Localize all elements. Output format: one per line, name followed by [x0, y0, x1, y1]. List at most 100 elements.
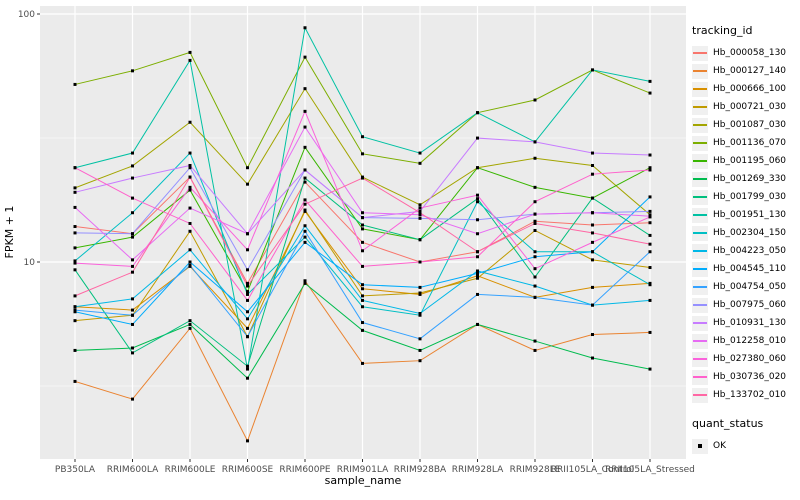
legend-key-line-icon — [692, 207, 708, 223]
data-point-marker — [246, 310, 249, 314]
legend-label: Hb_000666_100 — [713, 84, 787, 94]
data-point-marker — [591, 68, 594, 72]
data-point-marker — [476, 193, 479, 197]
data-point-marker — [361, 287, 364, 291]
data-point-marker — [533, 295, 537, 299]
data-point-marker — [188, 166, 192, 170]
legend-item-Hb_000666_100: Hb_000666_100 — [692, 80, 798, 98]
legend-title-quant-status: quant_status — [692, 417, 764, 430]
legend-label: Hb_001136_070 — [713, 138, 787, 148]
data-point-marker — [533, 212, 537, 216]
data-point-marker — [591, 240, 594, 244]
data-point-marker — [418, 311, 422, 315]
data-point-marker — [361, 249, 364, 253]
legend-label: Hb_004545_110 — [713, 264, 787, 274]
data-point-marker — [418, 291, 422, 295]
x-tick-label: RRIM600PE — [279, 465, 331, 475]
y-tick-label: 10 — [24, 258, 36, 268]
data-point-marker — [246, 182, 249, 186]
legend-key-line-icon — [692, 315, 708, 331]
data-point-marker — [73, 205, 77, 209]
data-point-marker — [188, 151, 192, 155]
data-point-marker — [476, 111, 479, 115]
data-point-marker — [533, 339, 537, 343]
data-point-marker — [533, 275, 537, 279]
data-point-marker — [361, 328, 364, 332]
data-point-marker — [361, 298, 364, 302]
data-point-marker — [131, 264, 134, 268]
data-point-marker — [533, 250, 537, 254]
data-point-marker — [188, 326, 192, 330]
data-point-marker — [73, 225, 77, 229]
legend-label: Hb_004754_050 — [713, 282, 787, 292]
data-point-marker — [131, 258, 134, 262]
data-point-marker — [476, 166, 479, 170]
data-point-marker — [418, 161, 422, 165]
legend-item-Hb_030736_020: Hb_030736_020 — [692, 368, 798, 386]
data-point-marker — [131, 322, 134, 326]
data-point-marker — [648, 166, 652, 170]
data-point-marker — [246, 376, 249, 380]
data-point-marker — [73, 166, 77, 170]
data-point-marker — [246, 166, 249, 170]
legend-label: Hb_133702_010 — [713, 390, 787, 400]
legend-item-Hb_010931_130: Hb_010931_130 — [692, 314, 798, 332]
data-point-marker — [131, 397, 134, 401]
data-point-marker — [131, 176, 134, 180]
x-tick-label: RRIM901LA — [337, 465, 389, 475]
legend-label: Hb_000721_030 — [713, 102, 787, 112]
legend-key-line-icon — [692, 153, 708, 169]
data-point-marker — [73, 190, 77, 194]
data-point-marker — [361, 152, 364, 156]
legend-item-ok: OK — [692, 437, 798, 455]
x-tick-label: PB350LA — [55, 465, 96, 475]
legend-label: Hb_001799_030 — [713, 192, 787, 202]
data-point-marker — [303, 281, 307, 285]
data-point-marker — [648, 367, 652, 371]
y-axis-title: FPKM + 1 — [3, 206, 16, 259]
data-point-marker — [246, 317, 249, 321]
x-tick-label: RRII105LA_Control — [551, 465, 634, 475]
data-point-marker — [591, 151, 594, 155]
data-point-marker — [131, 270, 134, 274]
data-point-marker — [476, 322, 479, 326]
legend-item-Hb_012258_010: Hb_012258_010 — [692, 332, 798, 350]
legend-label: Hb_002304_150 — [713, 228, 787, 238]
data-point-marker — [188, 319, 192, 323]
x-tick-label: RRIM928LA — [452, 465, 504, 475]
data-point-marker — [303, 125, 307, 129]
data-point-marker — [533, 156, 537, 160]
data-point-marker — [131, 346, 134, 350]
x-axis-title: sample_name — [325, 474, 402, 487]
data-point-marker — [591, 163, 594, 167]
data-point-marker — [361, 240, 364, 244]
data-point-marker — [73, 348, 77, 352]
data-point-marker — [303, 240, 307, 244]
data-point-marker — [246, 268, 249, 272]
data-point-marker — [73, 310, 77, 314]
data-point-marker — [73, 186, 77, 190]
data-point-marker — [476, 200, 479, 204]
legend-label: Hb_007975_060 — [713, 300, 787, 310]
data-point-marker — [648, 195, 652, 199]
data-point-marker — [361, 176, 364, 180]
x-tick-label: RRIM600SE — [222, 465, 274, 475]
legend-key-line-icon — [692, 261, 708, 277]
data-point-marker — [648, 153, 652, 157]
data-point-marker — [361, 264, 364, 268]
legend-key-line-icon — [692, 99, 708, 115]
data-point-marker — [418, 216, 422, 220]
legend-label: Hb_001951_130 — [713, 210, 787, 220]
x-tick-label: RRIM600LA — [107, 465, 159, 475]
data-point-marker — [303, 202, 307, 206]
data-point-marker — [188, 221, 192, 225]
data-point-marker — [303, 26, 307, 30]
legend-key-line-icon — [692, 225, 708, 241]
data-point-marker — [418, 213, 422, 217]
data-point-marker — [361, 216, 364, 220]
legend-item-Hb_001087_030: Hb_001087_030 — [692, 116, 798, 134]
data-point-marker — [303, 168, 307, 172]
legend-key-line-icon — [692, 333, 708, 349]
y-tick-label: 100 — [18, 10, 35, 20]
data-point-marker — [648, 298, 652, 302]
